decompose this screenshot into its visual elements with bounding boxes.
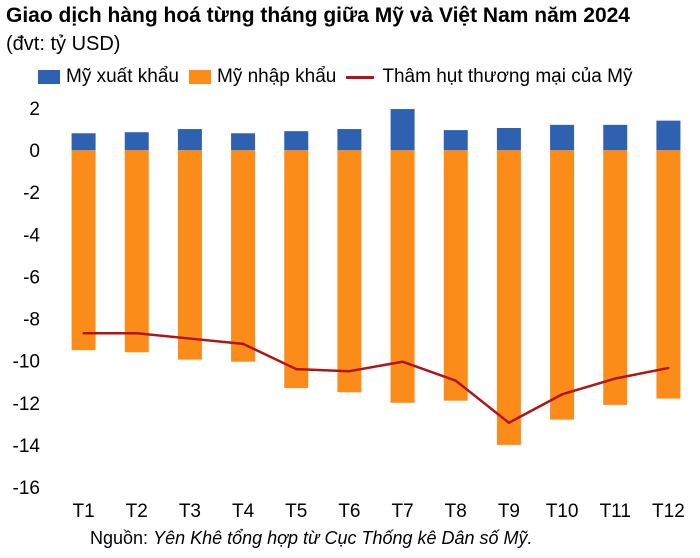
deficit-point <box>401 360 404 363</box>
y-tick-label: -16 <box>13 478 40 499</box>
y-tick-label: -12 <box>13 394 40 415</box>
deficit-point <box>241 342 245 346</box>
legend-item-export: Mỹ xuất khẩu <box>38 66 179 88</box>
legend-label-import: Mỹ nhập khẩu <box>217 66 337 87</box>
deficit-point <box>614 377 617 380</box>
source-note: Nguồn: Yên Khê tổng hợp từ Cục Thống kê … <box>90 528 533 549</box>
deficit-point <box>454 379 457 382</box>
import-bar <box>443 150 468 401</box>
x-tick-label: T11 <box>600 501 631 522</box>
export-bar <box>656 120 681 151</box>
y-tick-label: -4 <box>23 225 40 246</box>
import-bar <box>284 150 309 389</box>
import-bar <box>603 150 628 405</box>
deficit-point <box>295 367 298 371</box>
deficit-point <box>348 369 351 373</box>
deficit-point <box>135 332 138 335</box>
y-tick-label: -14 <box>13 436 41 457</box>
deficit-point <box>188 337 192 340</box>
chart-subtitle: (đvt: tỷ USD) <box>6 33 121 55</box>
export-bar <box>550 124 575 151</box>
source-prefix: Nguồn: <box>90 528 149 548</box>
legend-label-deficit: Thâm hụt thương mại của Mỹ <box>382 66 633 87</box>
x-tick-label: T2 <box>126 501 148 522</box>
legend: Mỹ xuất khẩu Mỹ nhập khẩu Thâm hụt thươn… <box>38 66 642 88</box>
x-tick-label: T3 <box>179 501 201 522</box>
legend-item-import: Mỹ nhập khẩu <box>189 66 336 88</box>
import-bar <box>550 150 575 420</box>
chart-title: Giao dịch hàng hoá từng tháng giữa Mỹ và… <box>6 4 630 27</box>
legend-label-export: Mỹ xuất khẩu <box>66 66 179 87</box>
import-bar <box>124 150 149 353</box>
source-text: Yên Khê tổng hợp từ Cục Thống kê Dân số … <box>153 528 533 548</box>
import-bar <box>71 150 96 351</box>
deficit-point <box>82 332 85 335</box>
import-bar <box>337 150 362 393</box>
legend-swatch-import <box>189 70 211 84</box>
export-bar <box>231 133 256 151</box>
x-tick-label: T10 <box>546 501 579 522</box>
legend-swatch-deficit <box>346 75 375 79</box>
x-tick-label: T12 <box>652 501 685 522</box>
export-bar <box>390 109 415 151</box>
export-bar <box>337 129 362 151</box>
x-tick-label: T4 <box>232 501 255 522</box>
export-bar <box>603 124 628 151</box>
x-tick-label: T8 <box>445 501 467 522</box>
export-bar <box>124 132 149 151</box>
export-bar <box>443 130 468 151</box>
legend-swatch-export <box>38 70 60 84</box>
x-tick-label: T6 <box>338 501 360 522</box>
y-tick-label: 0 <box>29 141 40 162</box>
deficit-line <box>83 332 669 425</box>
export-bar <box>496 128 521 151</box>
export-bar <box>71 133 96 151</box>
y-tick-label: -2 <box>23 183 40 204</box>
y-tick-label: -8 <box>23 310 40 331</box>
x-tick-label: T9 <box>498 501 520 522</box>
export-bar <box>284 131 309 151</box>
y-tick-label: -10 <box>13 352 40 373</box>
x-tick-label: T7 <box>391 501 413 522</box>
import-bar <box>177 150 202 360</box>
x-tick-label: T5 <box>285 501 307 522</box>
export-bar <box>177 129 202 151</box>
import-bar <box>231 150 256 362</box>
deficit-point <box>560 393 564 396</box>
deficit-point <box>507 421 511 424</box>
legend-item-deficit: Thâm hụt thương mại của Mỹ <box>346 66 632 88</box>
x-tick-label: T1 <box>72 501 94 522</box>
import-bar <box>656 150 681 399</box>
deficit-point <box>667 366 670 370</box>
y-tick-label: -6 <box>23 267 40 288</box>
y-tick-label: 2 <box>29 99 40 120</box>
import-bar <box>496 150 521 445</box>
